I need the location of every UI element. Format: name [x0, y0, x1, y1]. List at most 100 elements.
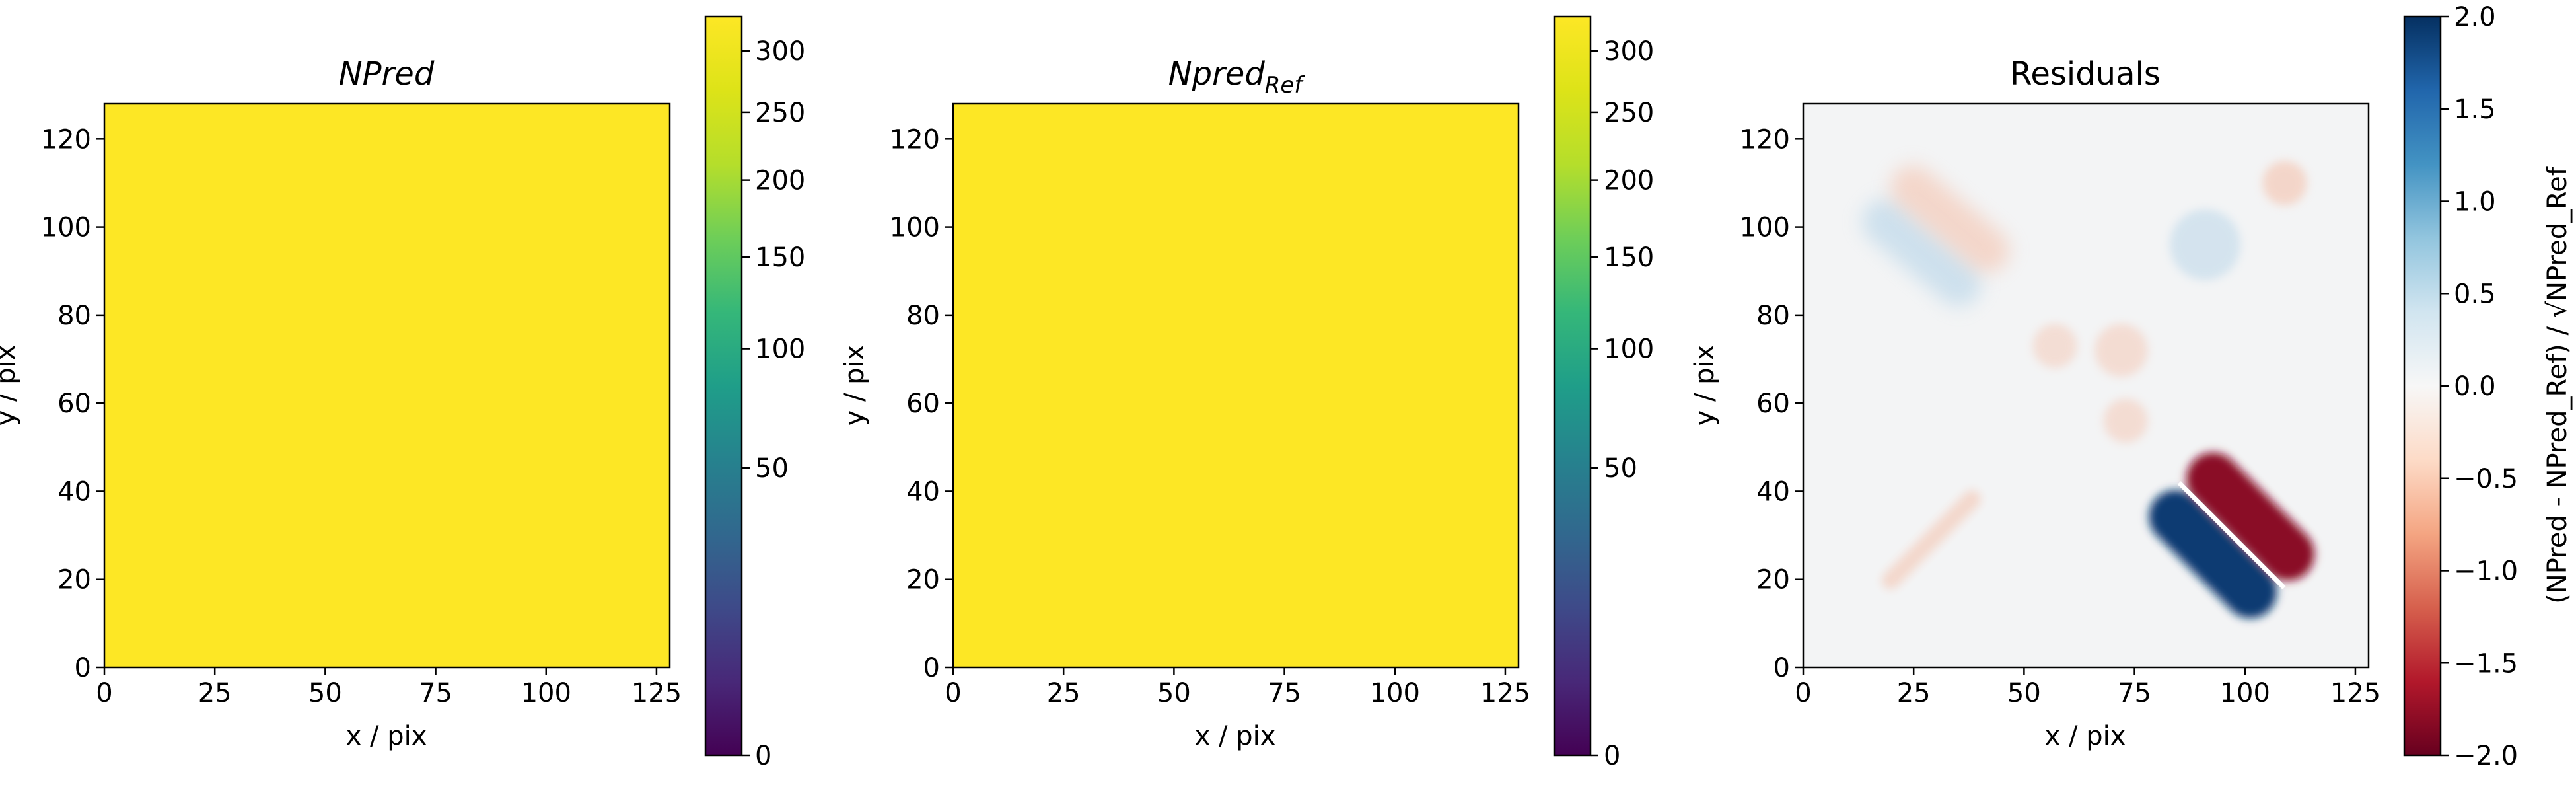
npred-ref-y-label: y / pix — [840, 345, 870, 426]
npred-title: NPred — [339, 56, 435, 93]
residual-blob — [2262, 161, 2307, 206]
x-tick-label: 75 — [1268, 678, 1301, 708]
residual-blob — [2103, 398, 2148, 443]
y-tick-label: 0 — [75, 653, 91, 683]
x-tick-label: 125 — [631, 678, 682, 708]
residual-negative-lobe — [1890, 165, 2009, 273]
residual-blob — [2094, 324, 2148, 377]
y-tick-label: 100 — [41, 213, 91, 243]
colorbar-tick-label: 250 — [1604, 98, 1654, 128]
colorbar-tick-label: 0.5 — [2454, 279, 2496, 309]
x-tick-label: 50 — [1157, 678, 1191, 708]
npred-ref-colorbar-ticks: 0 50 100 150 200 250 300 — [1591, 36, 1654, 771]
x-tick-label: 0 — [96, 678, 112, 708]
npred-y-label: y / pix — [0, 345, 21, 426]
colorbar-tick-label: 150 — [755, 243, 805, 273]
colorbar-tick-label: 0 — [755, 741, 771, 771]
npred-x-ticks: 0 25 50 75 100 125 — [96, 667, 682, 708]
x-tick-label: 125 — [1480, 678, 1530, 708]
y-tick-label: 40 — [1756, 476, 1790, 507]
x-tick-label: 0 — [1795, 678, 1811, 708]
x-tick-label: 0 — [945, 678, 961, 708]
npred-ref-image — [953, 104, 1519, 667]
npred-panel: NPred 0 25 50 75 100 125 0 20 40 60 80 100 120 x / … — [0, 15, 805, 771]
y-tick-label: 100 — [890, 213, 940, 243]
residual-blob — [2032, 324, 2077, 368]
npred-y-ticks: 0 20 40 60 80 100 120 — [41, 124, 104, 683]
colorbar-tick-label: 150 — [1604, 243, 1654, 273]
colorbar-tick-label: 50 — [755, 453, 789, 484]
residual-zero-crossing — [2177, 481, 2286, 590]
y-tick-label: 60 — [1756, 389, 1790, 419]
residual-dipole — [2149, 452, 2314, 619]
y-tick-label: 60 — [906, 389, 940, 419]
y-tick-label: 40 — [906, 476, 940, 507]
residuals-features — [1862, 161, 2314, 619]
x-tick-label: 50 — [2007, 678, 2041, 708]
npred-axes-frame — [103, 102, 671, 669]
npred-ref-panel: NpredRef 0 25 50 75 100 125 0 20 40 60 80 100 120 x… — [840, 15, 1654, 771]
y-tick-label: 40 — [57, 476, 91, 507]
residuals-x-label: x / pix — [2045, 721, 2126, 751]
y-tick-label: 20 — [906, 565, 940, 595]
y-tick-label: 0 — [923, 653, 940, 683]
residuals-panel: Residuals 0 25 50 75 100 125 020406080100120 … — [1690, 2, 2573, 771]
colorbar-tick-label: 0 — [1604, 741, 1620, 771]
npred-colorbar-ticks: 0 50 100 150 200 250 300 — [742, 36, 805, 771]
residual-positive-lobe — [1862, 199, 1981, 307]
y-tick-label: 80 — [906, 301, 940, 331]
residuals-colorbar-ticks: 2.0 1.5 1.0 0.5 0.0 −0.5 −1.0 −1.5 −2.0 — [2441, 2, 2518, 771]
x-tick-label: 100 — [1370, 678, 1420, 708]
npred-ref-x-label: x / pix — [1195, 721, 1276, 751]
y-tick-label: 120 — [1740, 124, 1790, 155]
x-tick-label: 100 — [2220, 678, 2270, 708]
y-tick-label: 20 — [1756, 565, 1790, 595]
residuals-title: Residuals — [2010, 56, 2161, 93]
residual-blob — [2170, 209, 2241, 280]
colorbar-tick-label: 200 — [755, 166, 805, 196]
colorbar-tick-label: 50 — [1604, 453, 1637, 484]
npred-colorbar — [704, 15, 743, 757]
colorbar-tick-label: 300 — [1604, 36, 1654, 67]
x-tick-label: 25 — [1047, 678, 1081, 708]
colorbar-tick-label: 1.0 — [2454, 187, 2496, 217]
colorbar-tick-label: −1.0 — [2454, 556, 2518, 587]
colorbar-tick-label: 250 — [755, 98, 805, 128]
colorbar-tick-label: 100 — [1604, 334, 1654, 365]
x-tick-label: 25 — [1897, 678, 1931, 708]
colorbar-tick-label: 100 — [755, 334, 805, 365]
colorbar-tick-label: −2.0 — [2454, 741, 2518, 771]
residuals-y-ticks: 0 20 40 60 80 100 120 — [1740, 124, 1803, 683]
residuals-x-ticks: 0 25 50 75 100 125 — [1795, 667, 2380, 708]
y-tick-label: 20 — [57, 565, 91, 595]
colorbar-tick-label: 300 — [755, 36, 805, 67]
npred-ref-axes-frame — [952, 102, 1520, 669]
x-tick-label: 75 — [2118, 678, 2151, 708]
residuals-colorbar-label: (NPred - NPred_Ref) / √NPred_Ref — [2542, 166, 2573, 603]
residuals-y-label: y / pix — [1690, 345, 1720, 426]
colorbar-tick-label: 2.0 — [2454, 2, 2496, 32]
npred-x-label: x / pix — [346, 721, 427, 751]
y-tick-label: 0 — [1773, 653, 1790, 683]
y-tick-label: 80 — [57, 301, 91, 331]
residual-streak — [1882, 490, 1981, 589]
npred-image — [104, 104, 670, 667]
colorbar-tick-label: 1.5 — [2454, 94, 2496, 125]
npred-ref-x-ticks: 0 25 50 75 100 125 — [945, 667, 1530, 708]
npred-ref-y-ticks: 0 20 40 60 80 100 120 — [890, 124, 953, 683]
x-tick-label: 25 — [198, 678, 232, 708]
x-tick-label: 100 — [521, 678, 571, 708]
residuals-colorbar — [2403, 15, 2442, 757]
y-tick-label: 100 — [1740, 213, 1790, 243]
residual-dipole — [1862, 165, 2009, 307]
npred-ref-colorbar — [1553, 15, 1592, 757]
npred-ref-title: NpredRef — [1168, 56, 1306, 98]
residual-negative-lobe — [2186, 452, 2314, 581]
colorbar-tick-label: 0.0 — [2454, 371, 2496, 402]
colorbar-tick-label: 200 — [1604, 166, 1654, 196]
colorbar-tick-label: −0.5 — [2454, 464, 2518, 494]
y-tick-label: 60 — [57, 389, 91, 419]
y-tick-label: 120 — [890, 124, 940, 155]
y-tick-label: 120 — [41, 124, 91, 155]
